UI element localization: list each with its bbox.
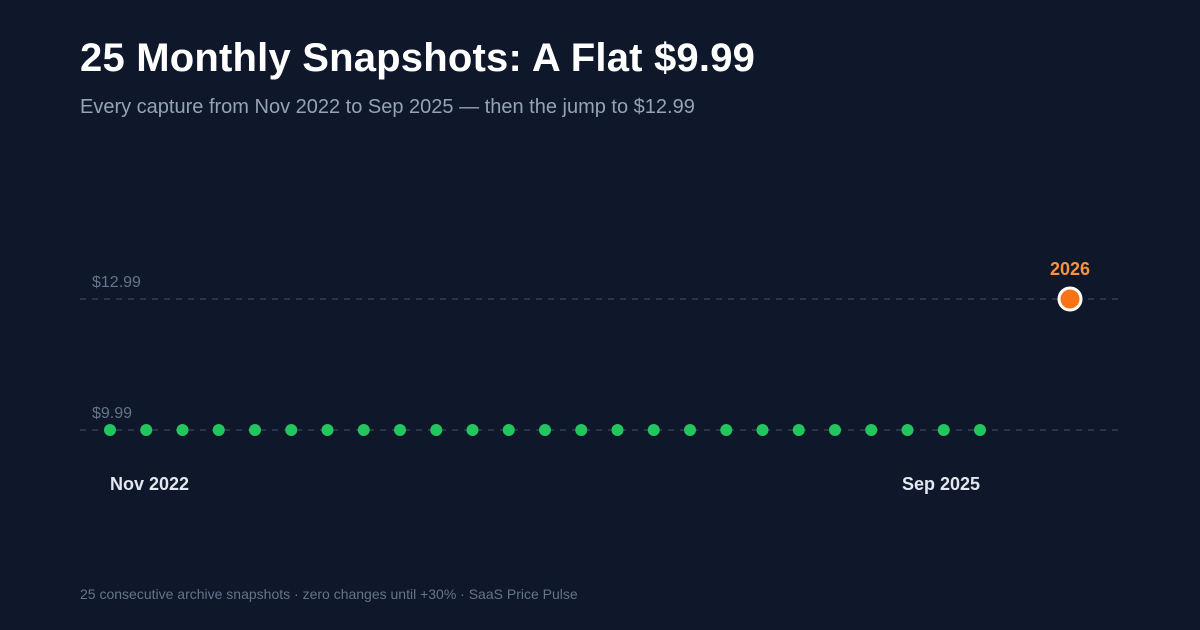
snapshot-point bbox=[176, 424, 189, 436]
snapshot-point bbox=[430, 424, 443, 436]
snapshot-point bbox=[684, 424, 696, 436]
start-date-label: Nov 2022 bbox=[110, 474, 189, 494]
snapshot-point bbox=[357, 424, 370, 436]
snapshot-point bbox=[756, 424, 769, 436]
snapshot-point bbox=[104, 424, 116, 436]
snapshot-point bbox=[140, 424, 153, 436]
jump-point bbox=[1057, 286, 1083, 312]
snapshot-point bbox=[974, 424, 986, 436]
snapshot-point bbox=[865, 424, 878, 436]
chart-footer: 25 consecutive archive snapshots · zero … bbox=[80, 586, 578, 602]
snapshot-point bbox=[647, 424, 660, 436]
snapshot-point bbox=[212, 424, 225, 436]
jump-label: 2026 bbox=[1050, 259, 1090, 279]
snapshot-point bbox=[502, 424, 515, 436]
snapshot-point bbox=[321, 424, 334, 436]
snapshot-point bbox=[394, 424, 406, 436]
snapshot-point bbox=[901, 424, 914, 436]
snapshot-point bbox=[575, 424, 588, 436]
snapshot-point bbox=[466, 424, 479, 436]
chart-title: 25 Monthly Snapshots: A Flat $9.99 bbox=[80, 36, 756, 80]
snapshot-point bbox=[720, 424, 733, 436]
snapshot-point bbox=[937, 424, 950, 436]
snapshot-point bbox=[611, 424, 624, 436]
snapshot-point bbox=[249, 424, 261, 436]
reference-label: $12.99 bbox=[92, 274, 141, 291]
reference-label: $9.99 bbox=[92, 405, 132, 422]
snapshot-point bbox=[792, 424, 805, 436]
snapshot-point bbox=[539, 424, 551, 436]
end-date-label: Sep 2025 bbox=[902, 474, 980, 494]
chart-subtitle: Every capture from Nov 2022 to Sep 2025 … bbox=[80, 96, 695, 118]
snapshot-point bbox=[285, 424, 298, 436]
snapshot-point bbox=[829, 424, 841, 436]
